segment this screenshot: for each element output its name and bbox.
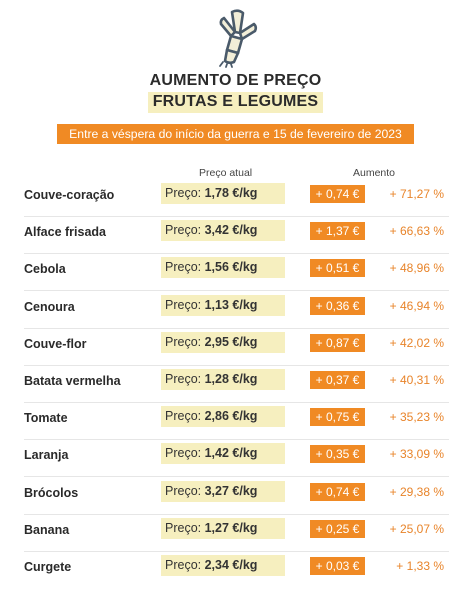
product-name: Couve-coração: [24, 188, 115, 202]
row-divider: [24, 439, 449, 441]
price-label: Preço:: [165, 223, 205, 238]
current-price: Preço: 1,13 €/kg: [161, 294, 285, 316]
price-label: Preço:: [165, 297, 205, 312]
date-range-banner: Entre a véspera do início da guerra e 15…: [57, 124, 414, 144]
price-label: Preço:: [165, 186, 205, 200]
increase-percent: + 1,33 %: [396, 559, 444, 573]
column-header-increase: Aumento: [353, 167, 396, 179]
table-row: Curgete Preço: 2,34 €/kg + 0,03 € + 1,33 %: [24, 552, 449, 589]
table-row: Banana Preço: 1,27 €/kg + 0,25 € + 25,07 %: [24, 515, 449, 552]
increase-amount-badge: + 0,87 €: [310, 333, 365, 352]
price-value: 3,42 €/kg: [204, 223, 258, 238]
increase-amount-badge: + 0,51 €: [310, 259, 365, 278]
table-row: Brócolos Preço: 3,27 €/kg + 0,74 € + 29,38 …: [24, 478, 449, 515]
page-title: AUMENTO DE PREÇO: [149, 72, 322, 89]
current-price: Preço: 3,42 €/kg: [161, 220, 285, 242]
increase-amount-badge: + 0,25 €: [310, 519, 365, 538]
increase-percent: + 71,27 %: [389, 187, 444, 201]
price-value: 3,27 €/kg: [204, 483, 258, 498]
price-value: 2,86 €/kg: [204, 409, 258, 424]
increase-percent: + 66,63 %: [389, 224, 444, 239]
column-header-price: Preço atual: [199, 167, 253, 179]
increase-percent: + 29,38 %: [389, 484, 444, 499]
increase-percent: + 25,07 %: [389, 521, 444, 536]
product-name: Brócolos: [24, 485, 79, 500]
row-divider: [24, 513, 449, 515]
price-label: Preço:: [165, 409, 205, 424]
price-label: Preço:: [165, 334, 205, 349]
price-value: 1,78 €/kg: [204, 186, 258, 200]
table-row: Laranja Preço: 1,42 €/kg + 0,35 € + 33,09 %: [24, 440, 449, 478]
table-row: Cebola Preço: 1,56 €/kg + 0,51 € + 48,96 %: [24, 254, 449, 292]
row-divider: [24, 476, 449, 478]
price-value: 1,42 €/kg: [204, 446, 258, 461]
product-name: Batata vermelha: [24, 374, 121, 388]
price-value: 1,27 €/kg: [204, 520, 258, 535]
row-divider: [24, 364, 449, 366]
current-price: Preço: 1,27 €/kg: [161, 517, 285, 539]
increase-percent: + 40,31 %: [389, 373, 444, 387]
leek-icon: [210, 6, 262, 68]
price-label: Preço:: [165, 260, 205, 275]
current-price: Preço: 1,78 €/kg: [161, 183, 285, 204]
current-price: Preço: 1,42 €/kg: [161, 443, 285, 465]
page-subtitle-highlight: FRUTAS E LEGUMES: [147, 92, 324, 113]
product-name: Alface frisada: [24, 225, 106, 240]
increase-amount-badge: + 0,35 €: [310, 445, 365, 464]
table-row: Cenoura Preço: 1,13 €/kg + 0,36 € + 46,94 %: [24, 292, 449, 329]
product-name: Laranja: [24, 448, 69, 463]
row-divider: [24, 550, 449, 552]
increase-amount-badge: + 0,74 €: [310, 482, 365, 501]
increase-amount-badge: + 0,03 €: [310, 557, 365, 575]
row-divider: [24, 216, 449, 217]
increase-amount-badge: + 0,37 €: [310, 371, 365, 389]
product-name: Banana: [24, 522, 70, 537]
price-value: 2,95 €/kg: [204, 334, 258, 349]
increase-amount-badge: + 0,36 €: [310, 296, 365, 315]
increase-percent: + 42,02 %: [389, 335, 444, 350]
table-row: Couve-coração Preço: 1,78 €/kg + 0,74 € + 7…: [24, 180, 449, 217]
current-price: Preço: 1,56 €/kg: [161, 257, 285, 279]
row-divider: [24, 402, 449, 403]
product-name: Cenoura: [24, 299, 75, 314]
increase-percent: + 33,09 %: [389, 447, 444, 462]
price-label: Preço:: [165, 483, 205, 498]
product-name: Curgete: [24, 560, 72, 574]
price-value: 1,13 €/kg: [204, 297, 258, 312]
increase-amount-badge: + 0,74 €: [310, 185, 365, 203]
current-price: Preço: 1,28 €/kg: [161, 369, 285, 390]
table-row: Alface frisada Preço: 3,42 €/kg + 1,37 € + …: [24, 217, 449, 255]
current-price: Preço: 3,27 €/kg: [161, 480, 285, 502]
increase-amount-badge: + 0,75 €: [310, 408, 365, 427]
price-label: Preço:: [165, 558, 205, 572]
increase-percent: + 46,94 %: [389, 298, 444, 313]
table-row: Batata vermelha Preço: 1,28 €/kg + 0,37 € +…: [24, 366, 449, 403]
product-name: Couve-flor: [24, 336, 87, 351]
increase-percent: + 48,96 %: [389, 261, 444, 276]
product-name: Tomate: [24, 411, 68, 426]
row-divider: [24, 253, 449, 255]
row-divider: [24, 290, 449, 292]
price-value: 1,56 €/kg: [204, 260, 258, 275]
product-name: Cebola: [24, 262, 66, 277]
price-label: Preço:: [165, 446, 205, 461]
price-value: 2,34 €/kg: [204, 558, 258, 572]
price-value: 1,28 €/kg: [204, 372, 258, 386]
price-label: Preço:: [165, 372, 205, 386]
current-price: Preço: 2,86 €/kg: [161, 406, 285, 428]
price-label: Preço:: [165, 520, 205, 535]
increase-amount-badge: + 1,37 €: [310, 222, 365, 241]
row-divider: [24, 327, 449, 329]
increase-percent: + 35,23 %: [389, 410, 444, 425]
table-row: Tomate Preço: 2,86 €/kg + 0,75 € + 35,23 %: [24, 403, 449, 441]
current-price: Preço: 2,95 €/kg: [161, 331, 285, 353]
current-price: Preço: 2,34 €/kg: [161, 555, 285, 576]
table-row: Couve-flor Preço: 2,95 €/kg + 0,87 € + 42,0…: [24, 329, 449, 366]
